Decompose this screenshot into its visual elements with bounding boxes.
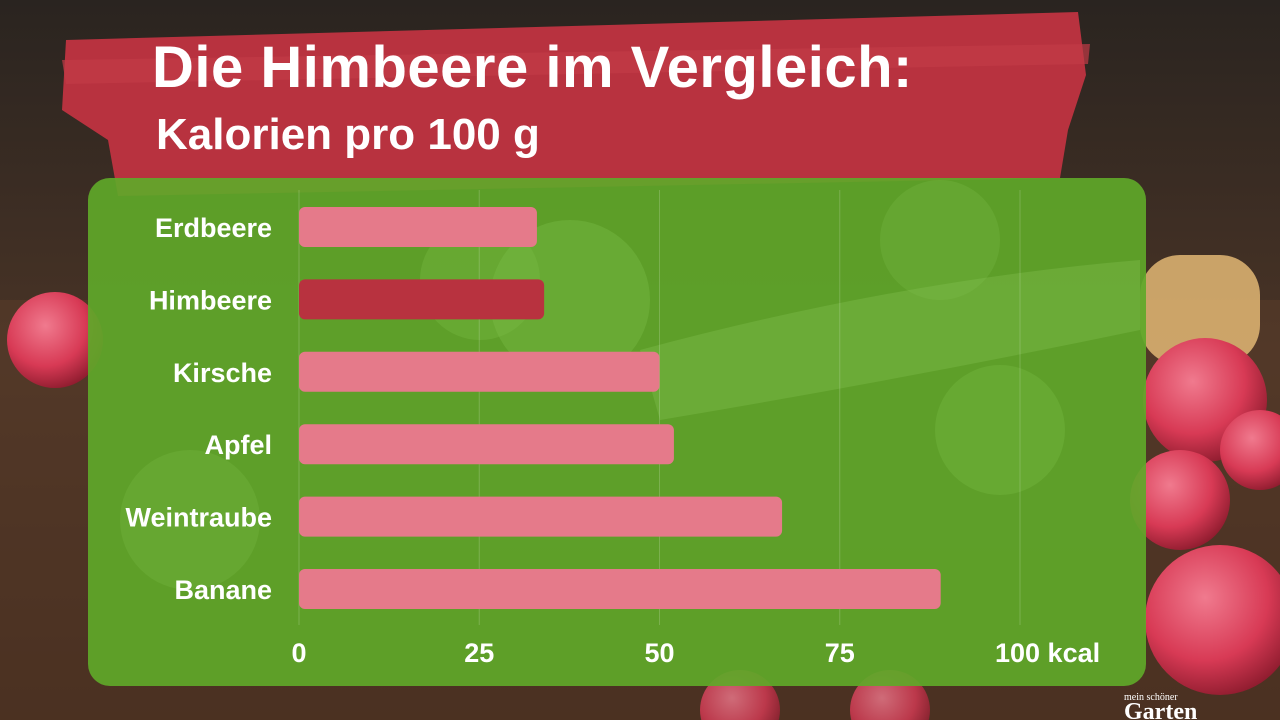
garden-logo: mein schöner Garten [1124,692,1197,720]
category-label: Kirsche [173,358,272,388]
bar-weintraube [299,496,783,537]
tick-label: 0 [291,638,306,668]
tick-label: 50 [644,638,674,668]
bar-kirsche [299,351,660,392]
category-label: Himbeere [149,285,272,315]
bar-himbeere [299,279,545,320]
category-labels: Erdbeere Himbeere Kirsche Apfel Weintraube Ba… [125,213,272,605]
tick-labels: 0 25 50 75 100 kcal [291,638,1100,668]
category-label: Apfel [205,430,273,460]
category-label: Weintraube [125,503,272,533]
grid-lines [298,190,1021,625]
tick-label: 25 [464,638,494,668]
category-label: Erdbeere [155,213,272,243]
svg-text:mein schöner: mein schöner [1124,692,1178,703]
tick-label: 100 kcal [995,638,1100,668]
bar-apfel [299,424,674,465]
bar-erdbeere [299,207,537,247]
bars [299,207,941,609]
tick-label: 75 [825,638,855,668]
chart-subtitle: Kalorien pro 100 g [156,110,540,159]
category-label: Banane [174,575,272,605]
bar-banane [299,569,941,609]
chart-title: Die Himbeere im Vergleich: [152,35,913,100]
svg-text:Garten: Garten [1124,699,1197,720]
